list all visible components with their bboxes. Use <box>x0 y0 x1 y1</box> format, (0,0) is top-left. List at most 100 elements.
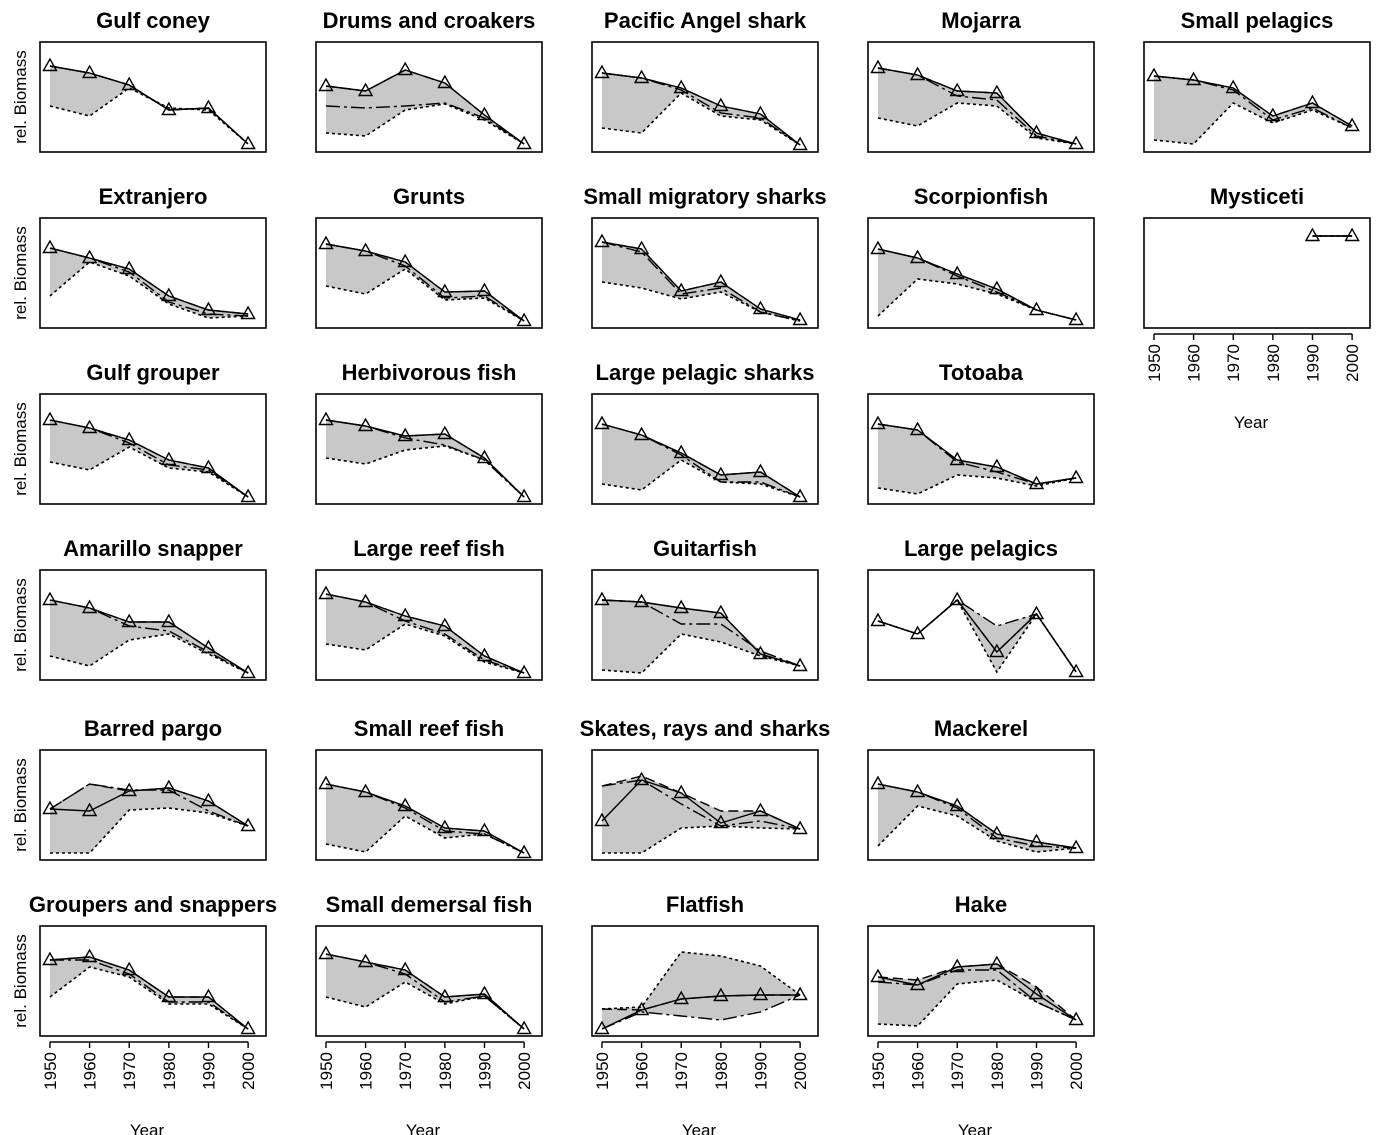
data-point-marker <box>673 444 689 459</box>
data-point-marker <box>673 79 689 94</box>
uncertainty-band <box>601 73 801 145</box>
series-line-2 <box>601 779 801 830</box>
data-point-marker <box>42 57 58 72</box>
x-tick-label: 1980 <box>436 1052 455 1090</box>
panel-mysticeti: Mysticeti 1950 1960 1970 1980 1990 2000 Year <box>1143 184 1371 432</box>
data-point-marker <box>792 311 808 326</box>
x-tick-label: 2000 <box>1067 1052 1086 1090</box>
x-tick-label: 1970 <box>396 1052 415 1090</box>
data-point-marker <box>989 458 1005 473</box>
uncertainty-band <box>325 594 525 673</box>
x-tick-label: 1970 <box>120 1052 139 1090</box>
data-point-marker <box>713 97 729 112</box>
x-tick-label: 1950 <box>869 1052 888 1090</box>
panel-title: Flatfish <box>666 892 744 917</box>
data-point-marker <box>949 958 965 973</box>
panel-title: Large pelagic sharks <box>596 360 815 385</box>
panel-small-reef-fish: Small reef fish <box>315 716 543 861</box>
panel-title: Large pelagics <box>904 536 1058 561</box>
uncertainty-band <box>601 952 801 1029</box>
data-point-marker <box>870 59 886 74</box>
data-point-marker <box>713 466 729 481</box>
plot-frame <box>591 217 819 329</box>
data-point-marker <box>42 800 58 815</box>
data-point-marker <box>752 645 769 660</box>
panel-flatfish: Flatfish 1950 1960 1970 1980 1990 2000 Year <box>591 892 819 1135</box>
data-point-marker <box>121 613 137 628</box>
series-line-3 <box>601 951 801 1010</box>
data-point-marker <box>318 945 334 960</box>
data-point-marker <box>397 61 413 76</box>
panel-totoaba: Totoaba <box>867 360 1095 505</box>
panel-guitarfish: Guitarfish <box>591 536 819 681</box>
data-point-marker <box>1225 79 1241 94</box>
data-point-marker <box>200 792 217 807</box>
x-axis-label: Year <box>130 1121 165 1135</box>
data-point-marker <box>633 593 650 608</box>
plot-frame <box>867 41 1095 153</box>
series-line-2 <box>49 959 249 1030</box>
x-axis: 1950 1960 1970 1980 1990 2000 Year <box>593 1041 810 1135</box>
y-axis-label: rel. Biomass <box>11 226 30 320</box>
plot-frame <box>867 749 1095 861</box>
panel-hake: Hake 1950 1960 1970 1980 1990 2000 Year <box>867 892 1095 1135</box>
plot-frame <box>315 749 543 861</box>
panel-large-pelagics: Large pelagics <box>867 536 1095 681</box>
panel-extranjero: Extranjero rel. Biomass <box>11 184 267 329</box>
panel-scorpionfish: Scorpionfish <box>867 184 1095 329</box>
panel-title: Gulf coney <box>96 8 210 33</box>
data-point-marker <box>909 66 926 81</box>
x-axis: 1950 1960 1970 1980 1990 2000 Year <box>1145 333 1362 432</box>
data-point-marker <box>516 844 532 859</box>
x-tick-label: 1990 <box>751 1052 770 1090</box>
series-line-0 <box>601 779 801 830</box>
x-tick-label: 1950 <box>593 1052 612 1090</box>
x-tick-label: 1960 <box>909 1052 928 1090</box>
series-line-3 <box>877 474 1077 495</box>
panel-grunts: Grunts <box>315 184 543 329</box>
uncertainty-band <box>601 242 801 321</box>
panel-title: Barred pargo <box>84 716 222 741</box>
data-point-marker <box>1344 117 1360 132</box>
panel-title: Large reef fish <box>353 536 505 561</box>
series-line-1 <box>877 963 1077 1021</box>
data-point-marker <box>161 613 177 628</box>
panel-gulf-coney: Gulf coney rel. Biomass <box>11 8 267 153</box>
data-point-marker <box>161 287 177 302</box>
data-point-marker <box>594 233 610 248</box>
data-point-marker <box>870 775 886 790</box>
data-point-marker <box>437 74 453 89</box>
data-point-marker <box>1304 227 1321 242</box>
plot-frame <box>591 393 819 505</box>
uncertainty-band <box>601 424 801 497</box>
data-point-marker <box>240 135 256 150</box>
data-point-marker <box>989 84 1005 99</box>
data-point-marker <box>1028 833 1045 848</box>
uncertainty-band <box>325 420 525 497</box>
data-point-marker <box>870 968 886 983</box>
data-point-marker <box>752 986 769 1001</box>
panel-title: Amarillo snapper <box>63 536 243 561</box>
data-point-marker <box>713 987 729 1002</box>
uncertainty-band <box>1153 76 1353 144</box>
data-point-marker <box>792 657 808 672</box>
series-line-0 <box>601 994 801 1030</box>
uncertainty-band <box>49 420 249 497</box>
data-point-marker <box>437 283 453 298</box>
data-point-marker <box>633 771 650 786</box>
series-line-3 <box>325 445 525 498</box>
data-point-marker <box>121 260 137 275</box>
plot-frame <box>591 749 819 861</box>
panel-small-demersal-fish: Small demersal fish 1950 1960 1970 1980 1990 2… <box>315 892 543 1135</box>
data-point-marker <box>437 617 453 632</box>
data-point-marker <box>516 1020 532 1035</box>
data-point-marker <box>42 951 58 966</box>
data-point-marker <box>516 135 532 150</box>
data-point-marker <box>240 488 256 503</box>
plot-frame <box>39 925 267 1037</box>
data-point-marker <box>437 988 453 1003</box>
data-point-marker <box>949 451 965 466</box>
data-point-marker <box>673 282 689 297</box>
data-point-marker <box>318 411 334 426</box>
